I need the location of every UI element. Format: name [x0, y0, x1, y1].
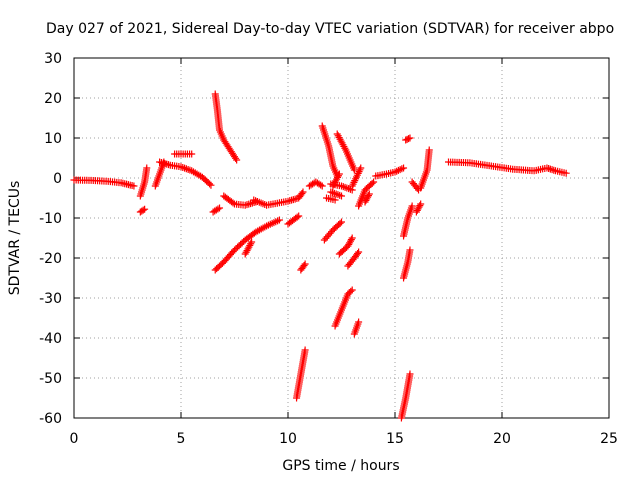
data-point [415, 203, 423, 211]
data-point [317, 181, 325, 189]
data-point [275, 216, 283, 224]
y-tick-label: 20 [44, 91, 62, 107]
data-point [318, 182, 326, 190]
data-point [347, 287, 355, 295]
data-point [406, 370, 414, 378]
data-point [355, 248, 363, 256]
x-tick-label: 0 [70, 431, 79, 447]
data-point [298, 190, 306, 197]
data-point [130, 182, 138, 190]
data-point [562, 169, 570, 177]
data-point [413, 206, 421, 214]
data-point [348, 286, 356, 294]
data-point [368, 179, 376, 187]
y-tick-label: -20 [39, 251, 62, 267]
data-point [229, 199, 237, 207]
data-point [247, 240, 255, 248]
data-point [214, 205, 222, 213]
data-point [364, 192, 372, 200]
x-tick-label: 10 [279, 431, 297, 447]
data-point [336, 219, 344, 227]
data-point [361, 198, 369, 206]
data-point [414, 205, 422, 213]
data-point [398, 165, 406, 173]
data-point [363, 195, 371, 203]
data-point [394, 166, 402, 174]
y-tick-label: 30 [44, 51, 62, 67]
x-tick-label: 20 [493, 431, 511, 447]
data-point [396, 166, 404, 174]
data-point [188, 150, 196, 158]
data-point [347, 236, 355, 244]
data-point [233, 156, 241, 164]
data-point [139, 206, 147, 214]
data-point [232, 154, 240, 162]
data-point [141, 205, 149, 213]
data-point [357, 164, 365, 172]
data-point [391, 168, 399, 176]
axis-ticks: 0 5 10 15 20 25 -60 -50 -40 -30 -20 -10 0 10 20 30 [39, 51, 618, 447]
data-point [346, 239, 354, 247]
x-tick-label: 5 [177, 431, 186, 447]
x-axis-label: GPS time / hours [282, 458, 399, 474]
data-point [400, 164, 408, 172]
y-tick-label: 10 [44, 131, 62, 147]
data-point [207, 181, 215, 189]
data-point [338, 218, 345, 226]
data-point [143, 164, 151, 172]
data-point [405, 135, 413, 143]
data-point [370, 178, 378, 186]
x-tick-label: 15 [386, 431, 404, 447]
data-point [364, 193, 372, 201]
data-point [338, 192, 345, 200]
grid [74, 58, 609, 418]
data-point [331, 196, 339, 204]
data-point [295, 212, 303, 220]
data-point [355, 318, 363, 326]
x-tick-label: 25 [600, 431, 618, 447]
data-point [406, 134, 414, 142]
data-point [425, 146, 433, 154]
data-point [345, 240, 353, 248]
data-point [301, 260, 309, 268]
data-point [354, 250, 362, 257]
data-point [417, 200, 425, 208]
data-point [365, 190, 373, 198]
data-point [334, 172, 342, 180]
data-point [248, 238, 256, 246]
y-tick-label: -10 [39, 211, 62, 227]
data-point [393, 167, 401, 175]
data-points [70, 90, 570, 422]
data-point [293, 213, 301, 221]
data-point [408, 202, 416, 210]
plot-frame [73, 57, 610, 419]
y-tick-label: -30 [39, 291, 62, 307]
chart-title: Day 027 of 2021, Sidereal Day-to-day VTE… [46, 21, 614, 37]
data-point [299, 188, 307, 196]
y-tick-label: -60 [39, 411, 62, 427]
data-point [416, 202, 424, 210]
data-point [412, 208, 420, 216]
data-point [300, 262, 308, 269]
data-point [348, 234, 356, 242]
y-tick-label: -50 [39, 371, 62, 387]
y-axis-label: SDTVAR / TECUs [7, 181, 23, 296]
y-tick-label: 0 [53, 171, 62, 187]
data-point [216, 204, 224, 212]
data-point [362, 196, 370, 204]
data-point [406, 246, 414, 254]
data-point [301, 346, 309, 354]
y-tick-label: -40 [39, 331, 62, 347]
data-point [335, 170, 343, 178]
data-point [346, 237, 354, 245]
data-point [206, 180, 214, 188]
data-point [344, 242, 352, 250]
